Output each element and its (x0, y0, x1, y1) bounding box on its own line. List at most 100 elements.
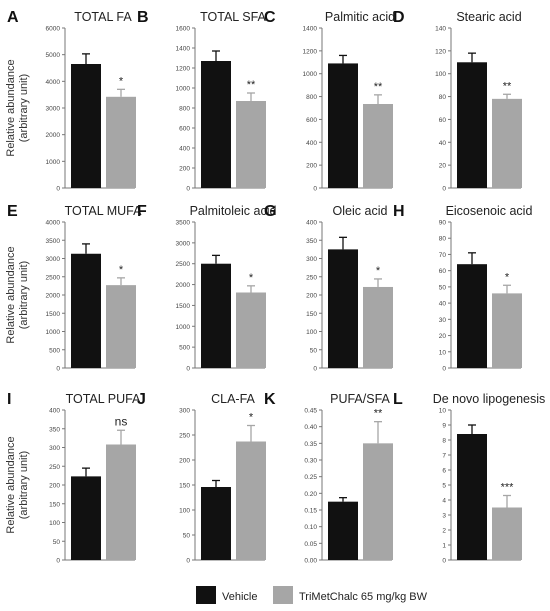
y-tick-label: 40 (439, 140, 447, 147)
y-tick-label: 0.25 (304, 474, 317, 481)
y-tick-label: 0.20 (304, 491, 317, 498)
bar-treatment (363, 104, 393, 188)
y-tick-label: 50 (183, 533, 191, 540)
y-tick-label: 80 (439, 94, 447, 101)
bar-vehicle (328, 63, 358, 188)
significance-marker: * (505, 271, 510, 283)
y-tick-label: 1 (442, 543, 446, 550)
y-tick-label: 8 (442, 438, 446, 445)
y-tick-label: 5000 (46, 52, 61, 59)
significance-marker: * (376, 265, 381, 277)
y-tick-label: 0.35 (304, 441, 317, 448)
bar-treatment (236, 101, 266, 188)
y-tick-label: 10 (439, 408, 447, 415)
y-tick-label: 1000 (303, 71, 318, 78)
y-tick-label: 50 (439, 284, 447, 291)
y-tick-label: 3500 (176, 220, 191, 227)
y-tick-label: 250 (49, 464, 60, 471)
panel-G: G Oleic acid 0 50 100 150 200 250 300 350 400 * (264, 203, 393, 373)
bar-vehicle (457, 62, 487, 188)
y-tick-label: 120 (435, 48, 446, 55)
y-tick-label: 150 (306, 311, 317, 318)
y-tick-label: 400 (179, 146, 190, 153)
y-tick-label: 250 (306, 274, 317, 281)
panel-letter: F (137, 203, 147, 220)
y-tick-label: 100 (306, 329, 317, 336)
y-tick-label: 40 (439, 301, 447, 308)
y-tick-label: 80 (439, 236, 447, 243)
y-tick-label: 4 (442, 498, 446, 505)
y-tick-label: 0 (56, 558, 60, 565)
panel-K: K PUFA/SFA 0.00 0.05 0.10 0.15 0.20 0.25 0.30 0.3… (264, 391, 393, 565)
legend-swatch-vehicle (196, 586, 216, 604)
y-tick-label: 6 (442, 468, 446, 475)
y-tick-label: 60 (439, 268, 447, 275)
significance-marker: *** (501, 482, 515, 494)
y-tick-label: 4000 (46, 220, 61, 227)
panel-title: Palmitoleic acid (190, 204, 277, 218)
y-tick-label: 5 (442, 483, 446, 490)
y-tick-label: 1500 (46, 311, 61, 318)
panel-title: Oleic acid (333, 204, 388, 218)
y-tick-label: 1400 (303, 26, 318, 33)
y-tick-label: 0.40 (304, 424, 317, 431)
y-tick-label: 20 (439, 333, 447, 340)
panel-H: H Eicosenoic acid 0 10 20 30 40 50 60 70 80 90 * (393, 203, 532, 373)
panel-title: TOTAL PUFA (66, 392, 141, 406)
y-tick-label: 800 (306, 94, 317, 101)
significance-marker: ** (247, 79, 256, 91)
panel-A: A TOTAL FA 0 1000 2000 3000 4000 5000 6000 * (7, 9, 136, 193)
y-tick-label: 250 (179, 433, 190, 440)
panel-letter: C (264, 9, 276, 26)
y-axis-label-line2: (arbitrary unit) (18, 261, 30, 329)
y-tick-label: 0 (313, 366, 317, 373)
y-tick-label: 0 (442, 558, 446, 565)
panel-L: L De novo lipogenesis 0 1 2 3 4 5 6 7 8 9 10 *** (393, 391, 545, 565)
panel-C: C Palmitic acid 0 200 400 600 800 1000 1200 1400 *… (264, 9, 395, 193)
panel-title: TOTAL FA (74, 10, 132, 24)
y-tick-label: 1000 (176, 324, 191, 331)
y-tick-label: 90 (439, 220, 447, 227)
y-tick-label: 350 (49, 426, 60, 433)
panel-title: Stearic acid (456, 10, 521, 24)
panel-letter: K (264, 391, 276, 408)
y-tick-label: 1200 (176, 66, 191, 73)
panel-title: Eicosenoic acid (446, 204, 533, 218)
significance-marker: ns (115, 414, 128, 428)
panel-letter: G (264, 203, 276, 220)
panel-title: PUFA/SFA (330, 392, 390, 406)
bar-vehicle (71, 64, 101, 188)
y-tick-label: 100 (435, 71, 446, 78)
panel-letter: I (7, 391, 11, 408)
y-tick-label: 200 (179, 458, 190, 465)
y-tick-label: 2500 (46, 274, 61, 281)
bar-vehicle (328, 249, 358, 368)
y-tick-label: 0 (313, 186, 317, 193)
panel-D: D Stearic acid 0 20 40 60 80 100 120 140 ** (393, 9, 522, 193)
y-tick-label: 0.45 (304, 408, 317, 415)
y-tick-label: 0 (56, 366, 60, 373)
bar-vehicle (201, 61, 231, 188)
y-tick-label: 20 (439, 163, 447, 170)
y-tick-label: 150 (179, 483, 190, 490)
y-tick-label: 300 (306, 256, 317, 263)
bar-vehicle (71, 476, 101, 560)
significance-marker: * (119, 264, 124, 276)
significance-marker: * (249, 412, 254, 424)
panel-F: F Palmitoleic acid 0 500 1000 1500 2000 2500 300… (137, 203, 276, 373)
y-tick-label: 100 (49, 520, 60, 527)
y-tick-label: 1200 (303, 48, 318, 55)
y-axis-label-line1: Relative abundance (5, 436, 17, 533)
panel-I: I TOTAL PUFA 0 50 100 150 200 250 300 350 400 ns (7, 391, 141, 565)
panel-E: E TOTAL MUFA 0 500 1000 1500 2000 2500 3000 3500 4… (7, 203, 142, 373)
y-axis-labels: Relative abundance (arbitrary unit)Relati… (5, 59, 30, 533)
panel-title: CLA-FA (211, 392, 255, 406)
panel-letter: H (393, 203, 405, 220)
legend: Vehicle TriMetChalc 65 mg/kg BW (196, 586, 428, 604)
y-tick-label: 70 (439, 252, 447, 259)
y-tick-label: 7 (442, 453, 446, 460)
y-axis-label-line1: Relative abundance (5, 246, 17, 343)
y-tick-label: 0 (442, 366, 446, 373)
bar-treatment (106, 444, 136, 560)
significance-marker: ** (374, 81, 383, 93)
